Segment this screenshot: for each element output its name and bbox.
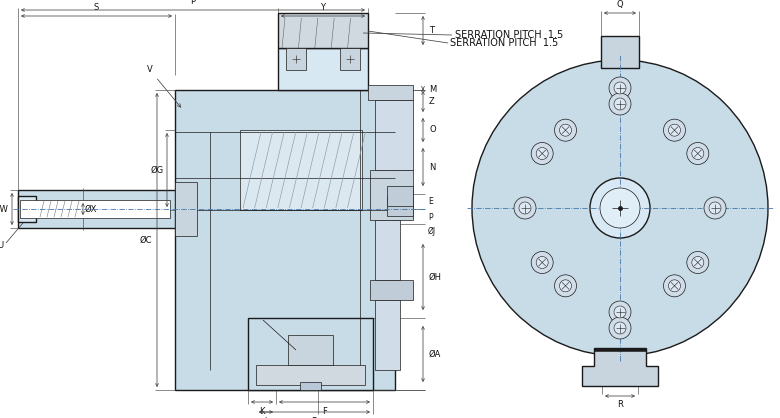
Text: T: T [429, 26, 434, 35]
Circle shape [609, 301, 631, 323]
Circle shape [514, 197, 536, 219]
Polygon shape [582, 348, 658, 386]
Circle shape [600, 188, 640, 228]
Circle shape [614, 82, 626, 94]
Polygon shape [278, 13, 368, 48]
Polygon shape [20, 200, 170, 218]
Text: SERRATION PITCH  1.5: SERRATION PITCH 1.5 [450, 38, 558, 48]
Polygon shape [368, 85, 413, 100]
Polygon shape [370, 280, 413, 300]
Circle shape [536, 148, 548, 160]
Text: F: F [322, 407, 327, 416]
Text: P: P [190, 0, 196, 6]
Circle shape [609, 77, 631, 99]
Text: Y: Y [321, 3, 325, 12]
Polygon shape [278, 48, 368, 90]
Text: E: E [428, 196, 433, 206]
Polygon shape [18, 196, 36, 222]
Text: ØJ: ØJ [428, 227, 436, 236]
Circle shape [555, 119, 576, 141]
Text: S: S [94, 3, 99, 12]
Circle shape [664, 275, 686, 297]
Circle shape [668, 280, 680, 292]
Text: Q: Q [617, 0, 623, 9]
Text: M: M [429, 86, 436, 94]
Text: B: B [311, 417, 317, 418]
Circle shape [614, 98, 626, 110]
Circle shape [709, 202, 721, 214]
Polygon shape [256, 365, 365, 385]
Circle shape [559, 124, 572, 136]
Polygon shape [340, 48, 360, 70]
Circle shape [614, 322, 626, 334]
Polygon shape [370, 170, 413, 220]
Circle shape [519, 202, 531, 214]
Circle shape [668, 124, 680, 136]
Text: ØC: ØC [140, 235, 152, 245]
Circle shape [590, 178, 650, 238]
Polygon shape [240, 130, 362, 210]
Circle shape [609, 93, 631, 115]
Circle shape [664, 119, 686, 141]
Polygon shape [387, 196, 413, 216]
Text: ØA: ØA [429, 349, 441, 359]
Text: ØG: ØG [151, 166, 164, 174]
Circle shape [687, 143, 709, 165]
Text: O: O [429, 125, 435, 135]
Circle shape [609, 317, 631, 339]
Circle shape [531, 143, 553, 165]
Polygon shape [387, 186, 413, 206]
Polygon shape [594, 348, 646, 351]
Polygon shape [18, 190, 175, 228]
Text: Z: Z [429, 97, 434, 106]
Text: ØX: ØX [85, 204, 98, 214]
Circle shape [559, 280, 572, 292]
Circle shape [614, 306, 626, 318]
Text: L: L [264, 417, 268, 418]
Polygon shape [300, 382, 321, 390]
Circle shape [704, 197, 726, 219]
Polygon shape [375, 100, 413, 170]
Text: U: U [0, 242, 3, 250]
Polygon shape [288, 335, 333, 365]
Circle shape [531, 252, 553, 273]
Text: ØH: ØH [429, 273, 442, 281]
Circle shape [472, 60, 768, 356]
Text: ØW: ØW [0, 204, 8, 214]
Text: V: V [147, 66, 181, 107]
Circle shape [536, 257, 548, 268]
Polygon shape [375, 220, 400, 280]
Polygon shape [175, 182, 197, 236]
Circle shape [687, 252, 709, 273]
Text: SERRATION PITCH  1.5: SERRATION PITCH 1.5 [455, 30, 563, 40]
Text: K: K [259, 407, 264, 416]
Polygon shape [248, 318, 373, 390]
Circle shape [555, 275, 576, 297]
Text: R: R [617, 400, 623, 409]
Polygon shape [175, 90, 395, 390]
Text: P: P [428, 212, 433, 222]
Polygon shape [375, 300, 400, 370]
Text: N: N [429, 163, 435, 171]
Polygon shape [601, 36, 639, 68]
Circle shape [692, 257, 704, 268]
Polygon shape [286, 48, 306, 70]
Circle shape [692, 148, 704, 160]
